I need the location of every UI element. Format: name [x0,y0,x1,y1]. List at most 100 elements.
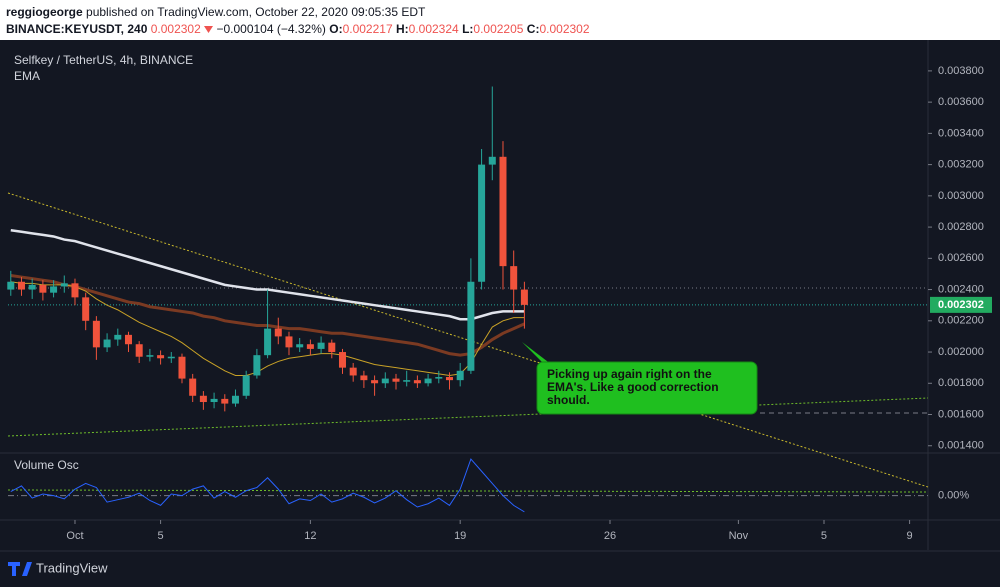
candle-body [231,395,239,404]
candle-body [124,334,132,345]
author: reggiogeorge [6,5,83,19]
ohlc-label: H: [395,22,409,36]
candle-body [242,375,250,396]
logo: TradingView [8,560,108,576]
last-price-tag [930,296,992,313]
candle-body [328,342,336,353]
candle-body [445,377,453,381]
y-tick-label: 0.003400 [938,127,984,139]
ohlc-label: L: [462,22,474,36]
candle-body [157,355,165,359]
candle-body [60,283,68,287]
oscillator-line [10,458,525,513]
candle-body [167,356,175,359]
x-tick-label: 9 [907,530,913,542]
ohlc-value: 0.002302 [539,22,590,36]
candle-body [274,328,282,337]
candle-body [371,380,379,384]
callout-box [536,361,758,415]
ohlc-label: C: [526,22,540,36]
candle-body [338,352,346,368]
candle-body [114,334,122,340]
x-tick-label: 26 [604,530,616,542]
ohlc-value: 0.002324 [408,22,459,36]
candle-body [456,370,464,381]
x-tick-label: Oct [66,530,83,542]
down-arrow [204,26,214,33]
oscillator-label: Volume Osc [14,458,79,472]
candle-body [360,375,368,381]
candle-body [189,378,197,396]
y-tick-label: 0.003800 [938,65,984,77]
ohlc-value: 0.002217 [342,22,393,36]
candle-body [467,281,475,371]
candle-body [488,156,496,165]
x-tick-label: Nov [729,530,749,542]
y-tick-label: 0.002800 [938,221,984,233]
indicator-label: EMA [14,69,40,83]
candle-body [317,342,325,349]
candle-body [413,380,421,384]
logo-icon [8,562,32,576]
y-tick-label: 0.002400 [938,283,984,295]
trend-line [7,397,929,437]
candle-body [17,281,25,290]
change: −0.000104 (−4.32%) [216,22,326,36]
candle-body [435,377,443,379]
candle-body [264,328,272,356]
candle-body [50,286,58,293]
y-tick-label: 0.001400 [938,440,984,452]
candle-body [7,281,15,290]
candle-body [135,344,143,357]
brand: TradingView [36,560,108,575]
x-tick-label: 12 [304,530,316,542]
candle-body [199,395,207,403]
candle-body [424,378,432,384]
trend-line [7,489,929,493]
candle-body [296,344,304,348]
candle-body [178,356,186,379]
candle-body [381,378,389,384]
x-tick-label: 19 [454,530,466,542]
candle-body [403,380,411,382]
symbol: BINANCE:KEYUSDT, 240 [6,22,148,36]
callout-line: EMA's. Like a good correction [547,380,719,394]
candle-body [510,266,518,290]
candle-body [392,378,400,382]
candle-body [103,339,111,348]
callout-line: Picking up again right on the [547,367,712,381]
x-tick-label: 5 [158,530,164,542]
ohlc-value: 0.002205 [473,22,524,36]
candle-body [253,355,261,376]
candle-body [221,398,229,404]
trend-line [7,192,929,488]
candle-body [146,355,154,357]
callout-line: should. [547,393,590,407]
chart-title: Selfkey / TetherUS, 4h, BINANCE [14,53,193,67]
candle-body [520,289,528,305]
background [0,40,1000,587]
candle-body [210,398,218,403]
candle-body [28,284,36,290]
osc-tick-label: 0.00% [938,490,969,502]
candle-body [82,297,90,321]
header: reggiogeorge published on TradingView.co… [0,0,1000,40]
candle-body [306,344,314,349]
y-tick-label: 0.003000 [938,190,984,202]
candle-body [478,164,486,282]
y-tick-label: 0.002000 [938,346,984,358]
ohlc-label: O: [329,22,343,36]
y-tick-label: 0.001800 [938,377,984,389]
candle-body [499,156,507,267]
last-price-label: 0.002302 [938,299,984,311]
y-tick-label: 0.002200 [938,315,984,327]
candle-body [92,320,100,348]
candle-body [71,283,79,298]
published: published on TradingView.com, October 22… [86,5,426,19]
candle-body [39,284,47,293]
x-tick-label: 5 [821,530,827,542]
y-tick-label: 0.003200 [938,159,984,171]
